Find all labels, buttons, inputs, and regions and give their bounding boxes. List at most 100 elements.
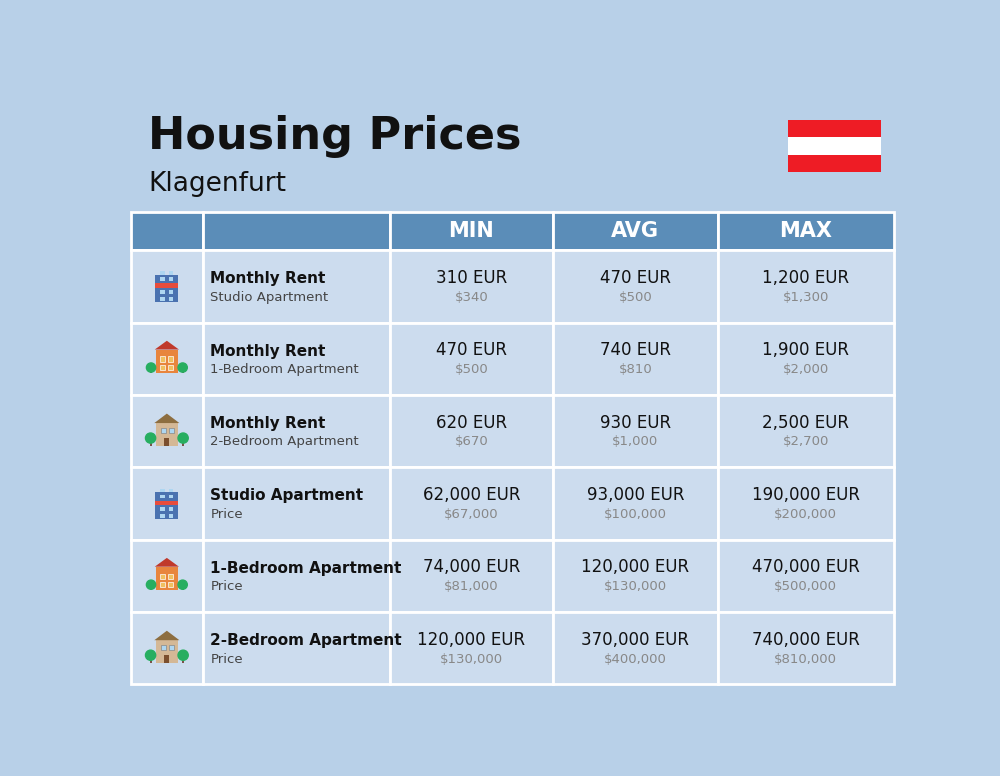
Text: $2,000: $2,000 xyxy=(783,363,829,376)
Text: 1-Bedroom Apartment: 1-Bedroom Apartment xyxy=(210,561,402,576)
Text: $670: $670 xyxy=(455,435,488,449)
Text: MAX: MAX xyxy=(779,221,832,241)
Bar xyxy=(718,212,894,250)
Text: 740 EUR: 740 EUR xyxy=(600,341,671,359)
Bar xyxy=(202,250,390,323)
Bar xyxy=(160,514,165,518)
Bar xyxy=(390,467,553,540)
Text: 190,000 EUR: 190,000 EUR xyxy=(752,486,860,504)
Bar xyxy=(169,514,173,518)
Text: 370,000 EUR: 370,000 EUR xyxy=(581,631,689,649)
Bar xyxy=(202,212,390,250)
Text: $67,000: $67,000 xyxy=(444,508,499,521)
Bar xyxy=(169,290,173,294)
Text: 62,000 EUR: 62,000 EUR xyxy=(423,486,520,504)
Bar xyxy=(160,365,165,370)
Bar xyxy=(131,250,202,323)
Bar xyxy=(131,395,202,467)
Bar xyxy=(150,654,152,663)
Bar xyxy=(168,573,173,579)
Bar xyxy=(718,467,894,540)
Bar xyxy=(160,489,165,493)
Text: 470 EUR: 470 EUR xyxy=(600,269,671,287)
Text: 2-Bedroom Apartment: 2-Bedroom Apartment xyxy=(210,633,402,648)
Bar xyxy=(390,212,553,250)
Bar xyxy=(182,367,184,373)
Text: 120,000 EUR: 120,000 EUR xyxy=(417,631,525,649)
Bar xyxy=(788,137,881,154)
Text: $1,300: $1,300 xyxy=(783,291,829,303)
Text: Monthly Rent: Monthly Rent xyxy=(210,344,326,359)
Text: Price: Price xyxy=(210,653,243,666)
Text: $2,700: $2,700 xyxy=(783,435,829,449)
Bar xyxy=(390,395,553,467)
Bar xyxy=(150,438,152,446)
Bar xyxy=(168,356,173,362)
Bar xyxy=(155,275,178,302)
Bar xyxy=(169,277,173,282)
Bar xyxy=(553,395,718,467)
Bar xyxy=(155,283,178,288)
Bar xyxy=(155,492,178,519)
Bar xyxy=(131,467,202,540)
Bar xyxy=(161,428,166,433)
Bar xyxy=(788,120,881,137)
Text: 930 EUR: 930 EUR xyxy=(600,414,671,431)
Bar xyxy=(788,154,881,172)
Text: 2-Bedroom Apartment: 2-Bedroom Apartment xyxy=(210,435,359,449)
Bar xyxy=(150,584,152,591)
Circle shape xyxy=(178,433,188,443)
Bar xyxy=(155,501,178,504)
Bar xyxy=(150,367,152,373)
Bar xyxy=(160,296,165,301)
Text: Housing Prices: Housing Prices xyxy=(148,115,522,158)
Bar xyxy=(202,612,390,684)
Text: Klagenfurt: Klagenfurt xyxy=(148,171,286,197)
Text: $130,000: $130,000 xyxy=(604,580,667,593)
Text: 470,000 EUR: 470,000 EUR xyxy=(752,559,860,577)
Text: 620 EUR: 620 EUR xyxy=(436,414,507,431)
Bar xyxy=(160,507,165,511)
Bar xyxy=(182,584,184,591)
Text: $500: $500 xyxy=(455,363,488,376)
Bar xyxy=(553,250,718,323)
Bar xyxy=(718,250,894,323)
Bar xyxy=(553,467,718,540)
Polygon shape xyxy=(154,414,179,423)
Text: Monthly Rent: Monthly Rent xyxy=(210,416,326,431)
Circle shape xyxy=(178,650,188,660)
Circle shape xyxy=(178,363,187,372)
Polygon shape xyxy=(155,558,179,566)
Bar xyxy=(553,612,718,684)
Bar xyxy=(160,272,165,275)
Bar xyxy=(169,507,173,511)
Text: Monthly Rent: Monthly Rent xyxy=(210,271,326,286)
Bar xyxy=(182,438,184,446)
Text: 2,500 EUR: 2,500 EUR xyxy=(762,414,849,431)
Text: Studio Apartment: Studio Apartment xyxy=(210,488,363,504)
Bar xyxy=(156,640,178,663)
Bar xyxy=(169,296,173,301)
Bar xyxy=(131,323,202,395)
Text: MIN: MIN xyxy=(449,221,494,241)
Text: $1,000: $1,000 xyxy=(612,435,658,449)
Circle shape xyxy=(146,580,156,589)
Text: 740,000 EUR: 740,000 EUR xyxy=(752,631,860,649)
Bar xyxy=(202,540,390,612)
Bar xyxy=(553,540,718,612)
Bar xyxy=(553,212,718,250)
Bar xyxy=(202,467,390,540)
Text: $100,000: $100,000 xyxy=(604,508,667,521)
Bar xyxy=(168,582,173,587)
Bar xyxy=(164,655,169,663)
Bar xyxy=(160,573,165,579)
Bar xyxy=(390,323,553,395)
Bar xyxy=(131,612,202,684)
Text: AVG: AVG xyxy=(611,221,659,241)
Bar xyxy=(156,423,178,446)
Bar xyxy=(160,582,165,587)
Text: $81,000: $81,000 xyxy=(444,580,499,593)
Text: 1-Bedroom Apartment: 1-Bedroom Apartment xyxy=(210,363,359,376)
Bar xyxy=(169,645,174,650)
Bar xyxy=(169,494,173,498)
